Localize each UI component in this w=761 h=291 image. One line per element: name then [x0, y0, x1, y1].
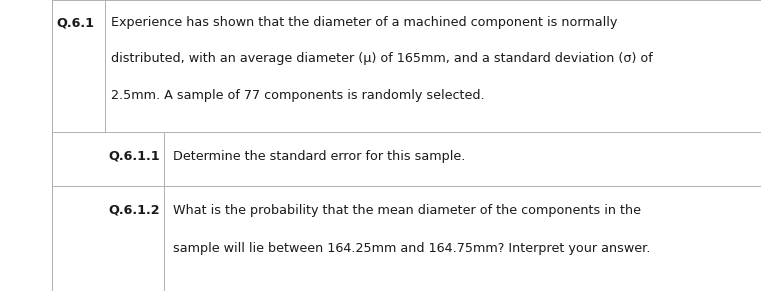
- Text: Q.6.1.1: Q.6.1.1: [108, 150, 160, 163]
- Text: Q.6.1.2: Q.6.1.2: [108, 204, 160, 217]
- Text: 2.5mm. A sample of 77 components is randomly selected.: 2.5mm. A sample of 77 components is rand…: [111, 89, 485, 102]
- Text: Q.6.1: Q.6.1: [56, 16, 94, 29]
- Text: Experience has shown that the diameter of a machined component is normally: Experience has shown that the diameter o…: [111, 16, 617, 29]
- Text: sample will lie between 164.25mm and 164.75mm? Interpret your answer.: sample will lie between 164.25mm and 164…: [173, 242, 650, 255]
- Text: distributed, with an average diameter (μ) of 165mm, and a standard deviation (σ): distributed, with an average diameter (μ…: [111, 52, 653, 65]
- Text: What is the probability that the mean diameter of the components in the: What is the probability that the mean di…: [173, 204, 641, 217]
- Text: Determine the standard error for this sample.: Determine the standard error for this sa…: [173, 150, 465, 163]
